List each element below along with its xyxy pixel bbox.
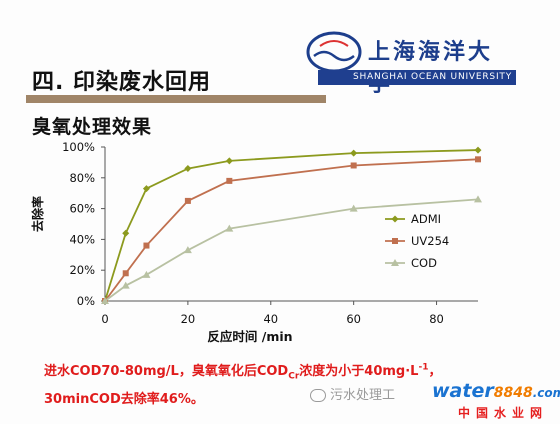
data-point-admi <box>184 165 192 173</box>
y-tick-label: 100% <box>62 140 95 154</box>
site-brand-domain: .com <box>532 386 560 400</box>
legend-label-admi: ADMI <box>411 212 441 226</box>
legend-marker-admi <box>391 215 399 223</box>
y-tick-label: 40% <box>69 232 95 246</box>
logo-title: 上海海洋大学 <box>368 39 494 97</box>
data-point-admi <box>122 229 130 237</box>
logo-subtitle: SHANGHAI OCEAN UNIVERSITY <box>318 70 516 85</box>
watermark: 污水处理工 <box>310 384 395 403</box>
legend-marker-cod <box>391 259 399 266</box>
x-axis-label: 反应时间 /min <box>207 329 292 344</box>
y-tick-label: 60% <box>69 202 95 216</box>
data-point-cod <box>183 246 192 254</box>
note-line-1-a: 进水COD70-80mg/L，臭氧氧化后COD <box>44 364 289 379</box>
site-brand-water: water <box>432 380 494 402</box>
data-point-uv254 <box>226 177 233 184</box>
section-title: 四. 印染废水回用 <box>32 70 212 95</box>
wechat-icon <box>310 389 326 402</box>
x-tick-label: 20 <box>181 312 196 326</box>
data-point-cod <box>121 281 130 289</box>
note-line-1-sup: -1 <box>418 362 429 373</box>
data-point-uv254 <box>350 162 357 169</box>
y-tick-label: 80% <box>69 171 95 185</box>
data-point-cod <box>101 297 109 304</box>
note-line-1-b: 浓度为小于40mg·L <box>299 364 419 379</box>
y-tick-label: 20% <box>69 263 95 277</box>
x-tick-label: 60 <box>346 312 361 326</box>
x-tick-label: 0 <box>101 312 108 326</box>
x-tick-label: 40 <box>263 312 278 326</box>
data-point-uv254 <box>475 156 481 163</box>
title-underline-bar <box>26 95 326 103</box>
note-line-2: 30minCOD去除率46%。 <box>44 392 204 407</box>
note-line-1: 进水COD70-80mg/L，臭氧氧化后CODCr浓度为小于40mg·L-1， <box>44 360 441 382</box>
data-point-cod <box>142 270 151 278</box>
data-point-uv254 <box>143 242 150 249</box>
legend-label-uv254: UV254 <box>411 234 449 248</box>
y-axis-label: 去除率 <box>30 196 45 232</box>
x-tick-label: 80 <box>429 312 444 326</box>
data-point-admi <box>142 185 150 193</box>
data-point-cod <box>349 204 358 212</box>
site-brand-number: 8848 <box>493 385 533 401</box>
note-line-1-c: ， <box>428 364 442 379</box>
university-logo: 上海海洋大学 SHANGHAI OCEAN UNIVERSITY <box>302 28 516 97</box>
data-point-uv254 <box>184 197 191 204</box>
data-point-uv254 <box>122 270 129 277</box>
series-line-uv254 <box>104 158 479 302</box>
data-point-cod <box>225 224 234 232</box>
site-brand: water8848.com <box>432 380 560 402</box>
site-chinese-name: 中国水业网 <box>458 406 549 420</box>
data-point-admi <box>474 146 482 154</box>
note-line-1-sub: Cr <box>288 371 300 382</box>
data-point-cod <box>474 195 482 203</box>
data-point-admi <box>225 157 233 165</box>
data-point-admi <box>350 149 358 157</box>
legend-marker-uv254 <box>392 238 398 244</box>
slide-subtitle: 臭氧处理效果 <box>32 116 153 138</box>
watermark-text: 污水处理工 <box>330 388 396 403</box>
y-tick-label: 0% <box>77 294 95 308</box>
legend-label-cod: COD <box>411 256 437 270</box>
